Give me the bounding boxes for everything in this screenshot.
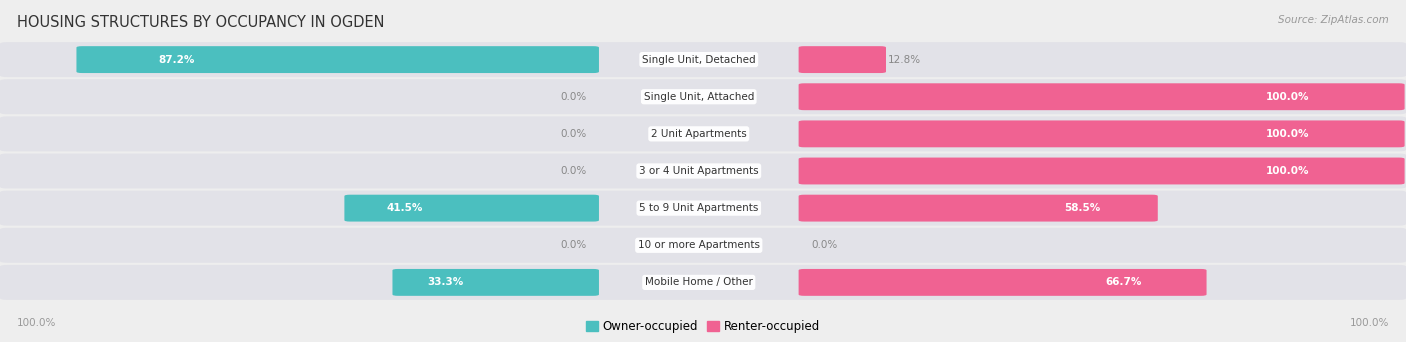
FancyBboxPatch shape xyxy=(799,83,1405,110)
Text: 58.5%: 58.5% xyxy=(1064,203,1099,213)
FancyBboxPatch shape xyxy=(344,195,599,222)
Text: HOUSING STRUCTURES BY OCCUPANCY IN OGDEN: HOUSING STRUCTURES BY OCCUPANCY IN OGDEN xyxy=(17,15,384,30)
Text: 5 to 9 Unit Apartments: 5 to 9 Unit Apartments xyxy=(640,203,758,213)
Text: 33.3%: 33.3% xyxy=(427,277,464,287)
FancyBboxPatch shape xyxy=(799,120,1405,147)
Text: 0.0%: 0.0% xyxy=(560,129,586,139)
Text: 66.7%: 66.7% xyxy=(1105,277,1142,287)
FancyBboxPatch shape xyxy=(799,46,886,73)
Text: 100.0%: 100.0% xyxy=(1267,92,1310,102)
Text: 0.0%: 0.0% xyxy=(560,92,586,102)
Text: 0.0%: 0.0% xyxy=(811,240,838,250)
Text: 10 or more Apartments: 10 or more Apartments xyxy=(638,240,759,250)
Text: Single Unit, Attached: Single Unit, Attached xyxy=(644,92,754,102)
FancyBboxPatch shape xyxy=(0,228,1406,263)
FancyBboxPatch shape xyxy=(0,265,1406,300)
Text: 0.0%: 0.0% xyxy=(560,166,586,176)
Legend: Owner-occupied, Renter-occupied: Owner-occupied, Renter-occupied xyxy=(586,320,820,333)
FancyBboxPatch shape xyxy=(0,116,1406,152)
FancyBboxPatch shape xyxy=(799,269,1206,296)
Text: 100.0%: 100.0% xyxy=(17,318,56,328)
FancyBboxPatch shape xyxy=(799,195,1157,222)
Text: 3 or 4 Unit Apartments: 3 or 4 Unit Apartments xyxy=(638,166,759,176)
Text: 100.0%: 100.0% xyxy=(1267,166,1310,176)
Text: 100.0%: 100.0% xyxy=(1267,129,1310,139)
Text: Source: ZipAtlas.com: Source: ZipAtlas.com xyxy=(1278,15,1389,25)
FancyBboxPatch shape xyxy=(0,154,1406,188)
Text: 2 Unit Apartments: 2 Unit Apartments xyxy=(651,129,747,139)
Text: Mobile Home / Other: Mobile Home / Other xyxy=(645,277,752,287)
FancyBboxPatch shape xyxy=(0,190,1406,226)
Text: 87.2%: 87.2% xyxy=(159,55,195,65)
Text: 100.0%: 100.0% xyxy=(1350,318,1389,328)
FancyBboxPatch shape xyxy=(76,46,599,73)
FancyBboxPatch shape xyxy=(392,269,599,296)
FancyBboxPatch shape xyxy=(799,158,1405,184)
Text: 12.8%: 12.8% xyxy=(887,55,921,65)
FancyBboxPatch shape xyxy=(0,79,1406,114)
FancyBboxPatch shape xyxy=(0,42,1406,77)
Text: 41.5%: 41.5% xyxy=(387,203,423,213)
Text: 0.0%: 0.0% xyxy=(560,240,586,250)
Text: Single Unit, Detached: Single Unit, Detached xyxy=(643,55,755,65)
